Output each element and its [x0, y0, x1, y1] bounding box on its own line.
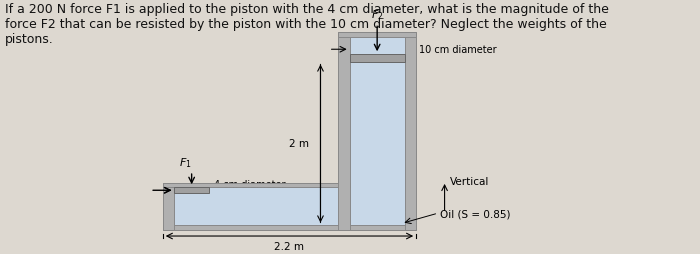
Text: $F_2$: $F_2$	[371, 8, 384, 22]
Bar	[163, 183, 349, 187]
Bar	[163, 183, 174, 230]
Bar	[338, 33, 416, 38]
Text: Oil (S = 0.85): Oil (S = 0.85)	[440, 208, 511, 218]
Text: If a 200 N force F1 is applied to the piston with the 4 cm diameter, what is the: If a 200 N force F1 is applied to the pi…	[5, 3, 608, 45]
Bar	[163, 226, 416, 230]
Bar	[349, 55, 405, 62]
Text: Vertical: Vertical	[449, 176, 489, 186]
Bar	[174, 187, 209, 194]
Text: 2.2 m: 2.2 m	[274, 242, 304, 251]
Text: 4 cm diameter: 4 cm diameter	[214, 179, 286, 189]
Bar	[174, 187, 338, 226]
Bar	[338, 33, 349, 230]
Text: 2 m: 2 m	[289, 139, 309, 149]
Text: 10 cm diameter: 10 cm diameter	[419, 45, 497, 55]
Bar	[405, 33, 416, 230]
Bar	[349, 38, 405, 226]
Text: $F_1$: $F_1$	[179, 155, 192, 169]
